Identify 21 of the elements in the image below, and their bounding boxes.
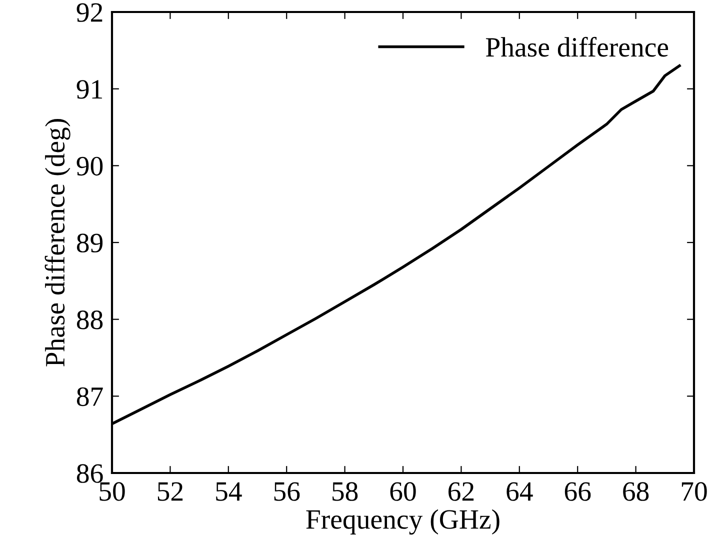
x-tick-label: 64 xyxy=(506,482,533,501)
y-tick-label: 90 xyxy=(76,156,103,176)
x-tick-label: 50 xyxy=(100,482,125,501)
x-tick-label: 54 xyxy=(216,482,242,501)
x-tick-label: 56 xyxy=(274,482,300,501)
y-axis-title: Phase difference (deg) xyxy=(44,119,70,366)
y-tick-label: 88 xyxy=(76,310,103,330)
x-axis-title: Frequency (GHz) xyxy=(306,509,500,535)
x-tick-label: 68 xyxy=(623,482,649,501)
x-tick-label: 70 xyxy=(682,482,707,501)
y-tick-label: 86 xyxy=(76,464,103,483)
x-tick-label: 52 xyxy=(158,482,183,501)
y-tick-label: 87 xyxy=(76,387,103,406)
y-tick-label: 92 xyxy=(76,3,102,22)
y-tick-label: 91 xyxy=(76,80,102,99)
y-tick-label: 89 xyxy=(76,234,103,252)
x-tick-label: 60 xyxy=(390,482,416,501)
x-tick-label: 62 xyxy=(448,482,474,501)
x-tick-label: 58 xyxy=(332,482,358,501)
legend-label: Phase difference xyxy=(486,36,668,57)
x-tick-label: 66 xyxy=(564,482,591,501)
